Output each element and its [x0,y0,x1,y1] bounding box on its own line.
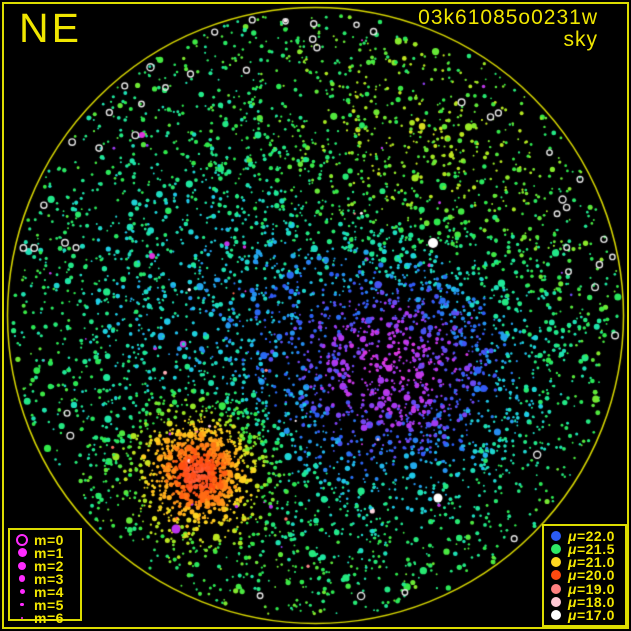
legend-row: μ=17.0 [544,607,625,624]
brightness-swatch-icon [551,530,561,541]
legend-label: m=2 [34,557,64,574]
legend-label: μ=20.0 [568,567,615,584]
legend-symbol-cell [544,570,568,581]
legend-label: μ=21.0 [568,554,615,571]
magnitude-swatch-icon [21,616,23,619]
brightness-swatch-icon [551,610,561,621]
legend-label: m=6 [34,609,64,626]
legend-row: m=4 [10,583,80,600]
legend-label: m=1 [34,544,64,561]
brightness-swatch-icon [551,557,561,568]
plot-title: 03k61085o0231w [418,6,598,29]
legend-label: μ=21.5 [568,540,615,557]
plot-titles: 03k61085o0231w sky [418,7,598,51]
legend-symbol-cell [10,575,34,582]
legend-symbol-cell [10,616,34,619]
legend-label: m=3 [34,570,64,587]
legend-row: μ=22.0 [544,527,625,544]
legend-symbol-cell [544,597,568,608]
legend-row: m=0 [10,531,80,548]
legend-row: m=2 [10,557,80,574]
legend-label: μ=18.0 [568,594,615,611]
plot-subtitle: sky [563,28,598,51]
legend-symbol-cell [544,530,568,541]
magnitude-swatch-icon [20,602,24,607]
legend-symbol-cell [544,610,568,621]
legend-row: μ=18.0 [544,594,625,611]
legend-symbol-cell [544,543,568,554]
surface-brightness-legend: μ=22.0 μ=21.5 μ=21.0 μ=20.0 μ=19.0 μ=18.… [542,524,627,627]
legend-symbol-cell [544,557,568,568]
brightness-swatch-icon [551,597,561,608]
legend-row: m=5 [10,596,80,613]
legend-row: m=3 [10,570,80,587]
legend-label: μ=19.0 [568,580,615,597]
magnitude-legend: m=0 m=1 m=2 m=3 m=4 m=5 m=6 [8,528,82,626]
magnitude-swatch-icon [16,533,28,546]
legend-symbol-cell [10,533,34,546]
legend-row: μ=20.0 [544,567,625,584]
legend-symbol-cell [10,589,34,594]
brightness-swatch-icon [551,583,561,594]
legend-row: μ=21.0 [544,554,625,571]
brightness-swatch-icon [551,570,561,581]
magnitude-swatch-icon [19,589,25,594]
legend-row: μ=21.5 [544,540,625,557]
legend-symbol-cell [10,561,34,570]
legend-symbol-cell [10,602,34,607]
legend-label: m=0 [34,531,64,548]
legend-row: m=1 [10,544,80,561]
orientation-label: NE [19,5,82,51]
legend-row: m=6 [10,609,80,626]
magnitude-swatch-icon [17,548,27,557]
magnitude-swatch-icon [18,561,26,570]
legend-row: μ=19.0 [544,580,625,597]
legend-symbol-cell [544,583,568,594]
legend-label: μ=22.0 [568,527,615,544]
legend-label: μ=17.0 [568,607,615,624]
legend-label: m=5 [34,596,64,613]
legend-symbol-cell [10,548,34,557]
brightness-swatch-icon [551,543,561,554]
legend-label: m=4 [34,583,64,600]
magnitude-swatch-icon [18,575,26,582]
